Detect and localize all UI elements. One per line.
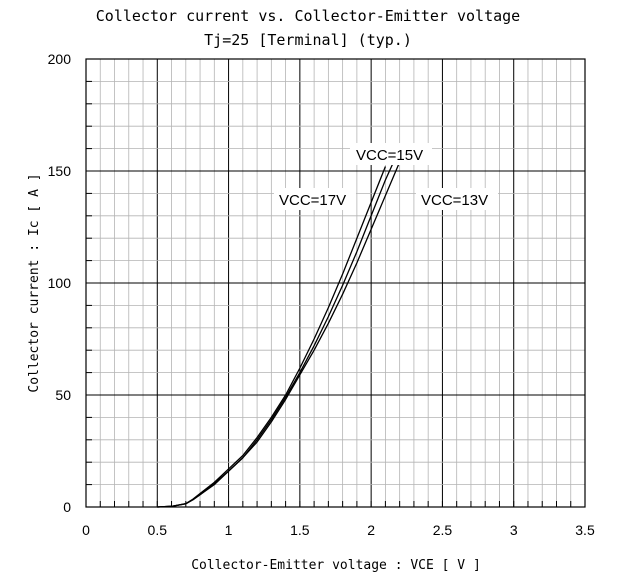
annotations: VCC=15V VCC=17V VCC=13V (274, 143, 498, 210)
y-axis-label: Collector current : Ic [ A ] (27, 173, 42, 392)
label-background-17v (274, 188, 356, 210)
x-tick-label: 2.5 (433, 522, 453, 538)
plot-frame (85, 58, 586, 508)
x-tick-label: 0 (82, 522, 90, 538)
label-background-13v (416, 188, 498, 210)
x-tick-label: 2 (367, 522, 375, 538)
grid (86, 59, 585, 507)
y-tick-label: 200 (48, 51, 72, 67)
x-tick-label: 1.5 (290, 522, 310, 538)
x-tick-label: 3.5 (575, 522, 595, 538)
chart-subtitle: Tj=25 [Terminal] (typ.) (204, 31, 412, 49)
x-tick-label: 3 (510, 522, 518, 538)
chart-title: Collector current vs. Collector-Emitter … (96, 7, 520, 25)
y-tick-label: 50 (55, 387, 71, 403)
label-vcc-15v: VCC=15V (356, 147, 423, 164)
x-tick-label: 1 (225, 522, 233, 538)
y-tick-labels: 0 50 100 150 200 (48, 51, 72, 515)
x-tick-labels: 0 0.5 1 1.5 2 2.5 3 3.5 (82, 522, 595, 538)
y-tick-label: 100 (48, 275, 72, 291)
x-axis-label: Collector-Emitter voltage : VCE [ V ] (191, 558, 481, 573)
label-vcc-17v: VCC=17V (279, 192, 346, 209)
series-lines (157, 161, 401, 508)
label-vcc-13v: VCC=13V (421, 192, 488, 209)
label-background-15v (350, 143, 432, 165)
y-tick-label: 150 (48, 163, 72, 179)
x-tick-label: 0.5 (148, 522, 168, 538)
series-line-vcc-13v (157, 161, 401, 508)
axis-ticks (86, 80, 572, 507)
y-tick-label: 0 (63, 499, 71, 515)
